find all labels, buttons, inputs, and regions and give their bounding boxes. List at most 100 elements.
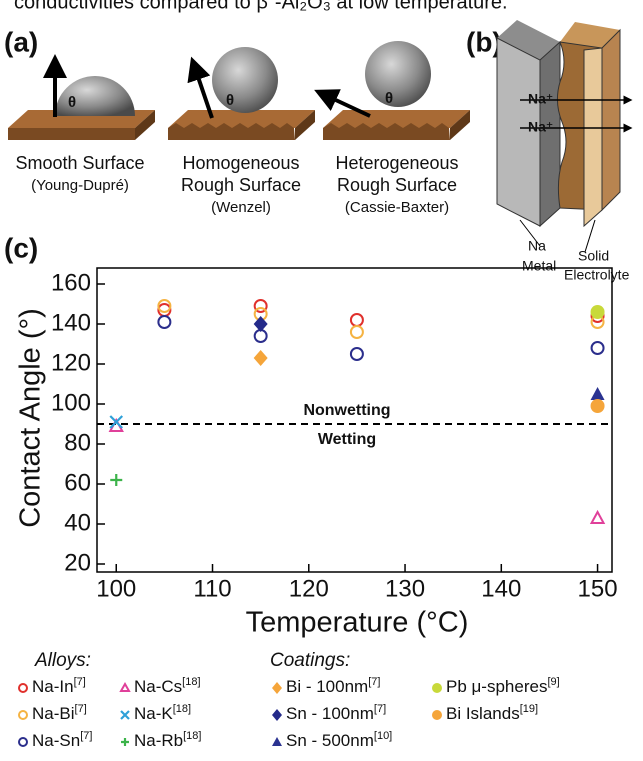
legend-entry: Sn - 500nm[10] bbox=[286, 730, 392, 751]
legend-ref: [19] bbox=[520, 703, 538, 715]
y-tick-label: 160 bbox=[51, 269, 91, 296]
x-tick-label: 100 bbox=[96, 575, 136, 602]
marker bbox=[121, 738, 129, 746]
angle-symbol: θ bbox=[68, 94, 76, 111]
legend-title: Coatings: bbox=[270, 650, 350, 671]
y-axis-label: Contact Angle (°) bbox=[15, 308, 47, 528]
legend-name: Na-Rb bbox=[134, 731, 183, 750]
marker bbox=[591, 305, 605, 319]
surface-caption: Heterogeneous bbox=[335, 153, 458, 173]
legend-name: Sn - 100nm bbox=[286, 704, 374, 723]
legend-ref: [7] bbox=[374, 703, 386, 715]
y-tick-label: 120 bbox=[51, 349, 91, 376]
figure: conductivities compared to β″-Al₂O₃ at l… bbox=[0, 0, 643, 761]
surface-model: (Young-Dupré) bbox=[31, 177, 129, 194]
legend-name: Na-Bi bbox=[32, 704, 75, 723]
surface-model: (Wenzel) bbox=[211, 199, 271, 216]
metal-label: Na bbox=[528, 238, 546, 254]
ion-label: Na⁺ bbox=[528, 119, 553, 135]
electrode-drawing bbox=[497, 20, 628, 252]
marker bbox=[19, 711, 27, 719]
legend-ref: [18] bbox=[182, 676, 200, 688]
legend-ref: [18] bbox=[183, 730, 201, 742]
marker bbox=[110, 416, 122, 428]
marker bbox=[254, 350, 268, 366]
caption-fragment: conductivities compared to β″-Al₂O₃ at l… bbox=[14, 0, 508, 13]
metal-label: Metal bbox=[522, 258, 556, 274]
marker bbox=[272, 737, 282, 746]
x-tick-label: 130 bbox=[385, 575, 425, 602]
legend-entry: Na-Sn[7] bbox=[32, 730, 92, 751]
legend-ref: [9] bbox=[547, 676, 559, 688]
panel-label: (b) bbox=[466, 26, 502, 57]
marker bbox=[272, 682, 282, 694]
marker bbox=[432, 710, 442, 720]
surface-model: (Cassie-Baxter) bbox=[345, 199, 449, 216]
legend-title: Alloys: bbox=[34, 650, 91, 671]
surface-caption: Homogeneous bbox=[182, 153, 299, 173]
x-tick-label: 120 bbox=[289, 575, 329, 602]
legend-name: Na-K bbox=[134, 704, 173, 723]
surface-captions: Smooth Surface(Young-Dupré)HomogeneousRo… bbox=[15, 153, 458, 216]
legend-name: Bi - 100nm bbox=[286, 677, 368, 696]
legend-name: Sn - 500nm bbox=[286, 731, 374, 750]
x-axis-label: Temperature (°C) bbox=[246, 607, 469, 639]
y-tick-label: 80 bbox=[64, 429, 91, 456]
surface-caption: Smooth Surface bbox=[15, 153, 144, 173]
legend-name: Na-In bbox=[32, 677, 74, 696]
marker bbox=[19, 738, 27, 746]
electrolyte-label: Solid bbox=[578, 248, 609, 264]
panel-label: (a) bbox=[4, 26, 38, 57]
legend-name: Na-Cs bbox=[134, 677, 182, 696]
x-tick-label: 140 bbox=[481, 575, 521, 602]
marker bbox=[272, 709, 282, 721]
marker bbox=[121, 684, 129, 691]
marker bbox=[592, 512, 604, 523]
marker bbox=[351, 326, 363, 338]
homogeneous-rough-drawing bbox=[168, 47, 315, 140]
legend-entry: Na-In[7] bbox=[32, 676, 86, 697]
legend-entry: Na-Rb[18] bbox=[134, 730, 201, 751]
legend-ref: [7] bbox=[75, 703, 87, 715]
angle-symbol: θ bbox=[226, 92, 234, 109]
marker bbox=[121, 711, 129, 719]
legend-name: Pb μ-spheres bbox=[446, 677, 547, 696]
marker bbox=[158, 316, 170, 328]
electrolyte-label: Electrolyte bbox=[564, 267, 630, 283]
legend-name: Bi Islands bbox=[446, 704, 520, 723]
legend-entry: Na-Bi[7] bbox=[32, 703, 87, 724]
panel-label: (c) bbox=[4, 232, 38, 263]
legend-ref: [18] bbox=[173, 703, 191, 715]
marker bbox=[110, 474, 122, 486]
smooth-surface-drawing bbox=[8, 66, 155, 140]
y-tick-label: 100 bbox=[51, 389, 91, 416]
surface-caption: Rough Surface bbox=[181, 175, 301, 195]
legend-ref: [7] bbox=[80, 730, 92, 742]
legend-name: Na-Sn bbox=[32, 731, 80, 750]
legend-entry: Na-Cs[18] bbox=[134, 676, 201, 697]
legend-entry: Pb μ-spheres[9] bbox=[446, 676, 560, 697]
x-tick-label: 110 bbox=[193, 575, 231, 602]
marker bbox=[592, 342, 604, 354]
marker bbox=[351, 348, 363, 360]
y-tick-label: 140 bbox=[51, 309, 91, 336]
surface-caption: Rough Surface bbox=[337, 175, 457, 195]
y-tick-label: 40 bbox=[64, 509, 91, 536]
legend-entry: Na-K[18] bbox=[134, 703, 191, 724]
threshold-label: Nonwetting bbox=[303, 402, 390, 419]
legend-ref: [7] bbox=[74, 676, 86, 688]
y-tick-label: 60 bbox=[64, 469, 91, 496]
threshold-label: Wetting bbox=[318, 431, 376, 448]
marker bbox=[591, 387, 605, 400]
legend-entry: Bi - 100nm[7] bbox=[286, 676, 380, 697]
marker bbox=[432, 683, 442, 693]
x-tick-label: 150 bbox=[578, 575, 618, 602]
legend-entry: Sn - 100nm[7] bbox=[286, 703, 386, 724]
legend-ref: [10] bbox=[374, 730, 392, 742]
marker bbox=[19, 684, 27, 692]
heterogeneous-rough-drawing bbox=[323, 41, 470, 140]
ion-label: Na⁺ bbox=[528, 91, 553, 107]
legend-ref: [7] bbox=[368, 676, 380, 688]
legend-entry: Bi Islands[19] bbox=[446, 703, 538, 724]
